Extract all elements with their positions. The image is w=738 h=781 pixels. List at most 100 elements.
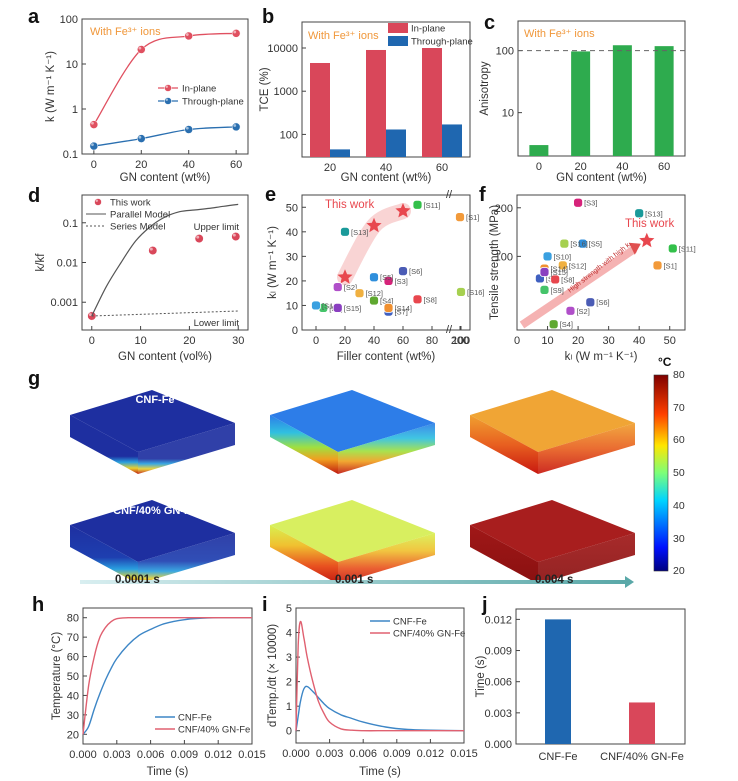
literature-point-label: [S11]: [679, 244, 696, 253]
literature-point: [542, 251, 553, 262]
panel-label-d: d: [28, 185, 41, 207]
literature-point: [573, 197, 583, 208]
data-point-highlight: [138, 135, 142, 139]
plot-frame: [295, 607, 465, 744]
slab-right-face: [538, 423, 635, 474]
literature-point-label: [S3]: [584, 199, 597, 208]
y-tick-label: 10000: [267, 43, 298, 55]
y-tick-label: 0.009: [484, 646, 512, 658]
panel-label-a: a: [28, 6, 40, 28]
data-point-highlight: [233, 30, 237, 34]
legend-label-0: CNF-Fe: [178, 713, 212, 724]
x-tick-label: 0: [313, 335, 319, 347]
slab-left-face: [70, 525, 138, 584]
literature-point-label: [S1]: [664, 261, 677, 270]
slab-top-face: [70, 390, 235, 452]
axis-break: //: [446, 189, 453, 201]
literature-point: [369, 272, 379, 283]
y-tick-label: 0.000: [484, 739, 512, 751]
y-tick-label: 50: [286, 202, 298, 214]
chart-c-anisotropy: 10 100 0 20 40 60 GN content (wt%) Anisotropy Wi…: [479, 20, 686, 184]
plot-frame: [517, 20, 686, 157]
colorbar-tick-label: 30: [673, 532, 685, 545]
data-point-highlight: [149, 247, 153, 251]
literature-point: [539, 267, 550, 277]
legend-label-0: In-plane: [182, 84, 216, 95]
y-tick-label: 30: [67, 710, 79, 722]
literature-point-label: [S5]: [589, 240, 602, 249]
panel-label-c: c: [484, 12, 496, 34]
literature-point: [383, 303, 394, 313]
literature-point-label: [S16]: [467, 288, 485, 297]
legend-marker-0: [164, 84, 172, 92]
literature-point: [548, 319, 559, 330]
literature-point: [550, 274, 561, 285]
x-tick-label: 20: [183, 335, 195, 347]
literature-point: [332, 303, 343, 313]
slab-right-face: [138, 533, 235, 584]
y-tick-label: 60: [67, 652, 79, 664]
colorbar-tick-label: 20: [673, 565, 685, 578]
y-tick-label: 70: [67, 632, 79, 644]
literature-point: [369, 295, 379, 306]
parallel-model-line: [91, 203, 239, 317]
plot-frame: [301, 194, 471, 331]
bar-anisotropy: [654, 46, 674, 156]
y-tick-label: 80: [67, 613, 79, 625]
panel-label-j: j: [482, 594, 488, 616]
colorbar-tick-label: 70: [673, 401, 685, 414]
y-tick-label: 1: [72, 104, 78, 116]
literature-point: [577, 238, 588, 249]
this-work-label: This work: [325, 199, 374, 211]
legend-marker-0: [94, 198, 102, 206]
legend-swatch-0: [388, 23, 408, 33]
panel-label-i: i: [262, 594, 268, 616]
data-point-highlight: [165, 98, 168, 101]
x-tick-label: 0.000: [282, 748, 310, 760]
bar-through-plane: [330, 149, 350, 157]
y-tick-label: 40: [286, 227, 298, 239]
slab-label-cnf-fe: CNF-Fe: [135, 394, 175, 406]
panel-label-b: b: [262, 6, 275, 28]
this-work-label: This work: [625, 218, 674, 230]
y-axis-label: TCE (%): [259, 67, 271, 111]
slab-top-face: [270, 390, 435, 452]
x-tick-label: 0.000: [69, 749, 97, 761]
lower-limit-label: Lower limit: [194, 318, 240, 329]
legend-label-0: CNF-Fe: [393, 617, 427, 628]
y-axis-label: Temperature (°C): [51, 632, 63, 720]
x-tick-label: 10: [134, 335, 146, 347]
x-tick-label: 40: [380, 162, 392, 174]
data-point-this-work: [148, 246, 158, 255]
y-tick-label: 100: [496, 46, 514, 58]
y-axis-label: Tensile strength (MPa): [489, 205, 501, 320]
slab-top-face: [70, 500, 235, 562]
bar-in-plane: [366, 49, 386, 157]
annotation-text: With Fe³⁺ ions: [90, 26, 161, 38]
data-point-1: [137, 134, 146, 143]
literature-point: [354, 288, 365, 299]
literature-point-label: [S14]: [395, 304, 413, 313]
data-point-highlight: [91, 121, 94, 125]
data-point-highlight: [185, 33, 189, 36]
annotation-text: With Fe³⁺ ions: [308, 30, 379, 42]
literature-point: [456, 287, 466, 297]
colorbar-unit: °C: [658, 355, 672, 369]
y-tick-label: 100: [280, 129, 298, 141]
literature-point-label: [S8]: [561, 275, 574, 284]
literature-point-label: [S7]: [395, 308, 408, 317]
y-tick-label: 1: [286, 701, 292, 713]
literature-point-label: [S4]: [380, 297, 393, 306]
literature-point-label: [S13]: [645, 209, 663, 218]
x-tick-label: 0.015: [238, 749, 266, 761]
panel-label-h: h: [32, 594, 45, 616]
x-tick-label: 0.015: [450, 748, 478, 760]
literature-point-label: [S14]: [550, 265, 568, 274]
y-tick-label: 30: [286, 251, 298, 263]
y-tick-label: 10: [502, 108, 514, 120]
x-tick-label: 10: [541, 335, 553, 347]
y-tick-label: 0.003: [484, 708, 512, 720]
x-tick-label: 60: [436, 162, 448, 174]
literature-point-label: [S13]: [351, 228, 369, 237]
literature-point: [652, 260, 663, 271]
